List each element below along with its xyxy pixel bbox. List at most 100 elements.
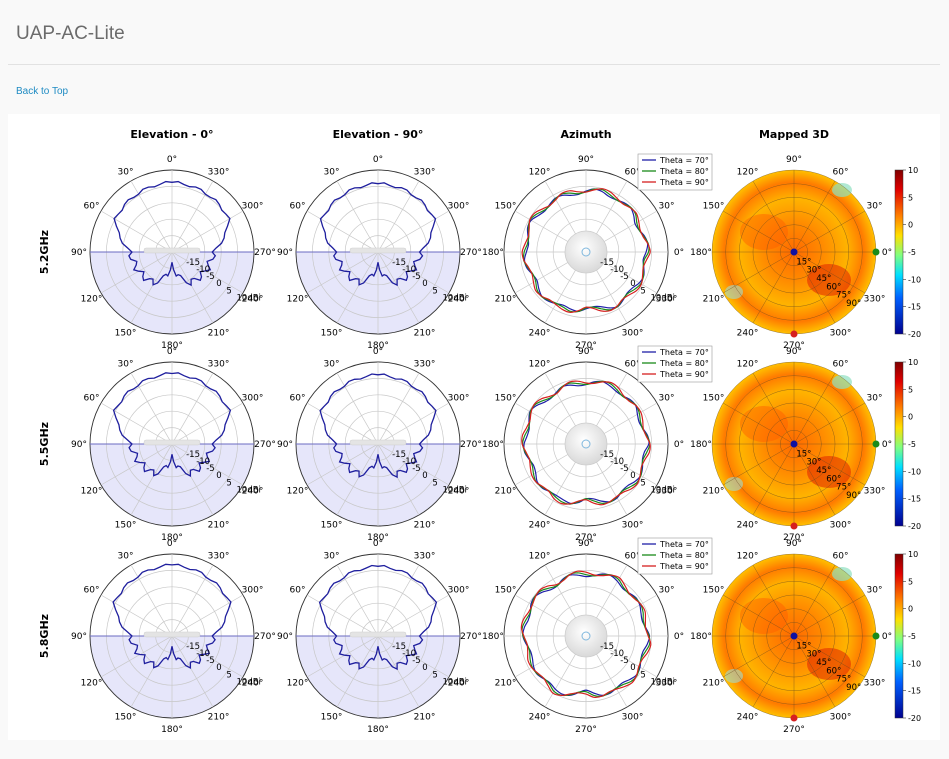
radial-tick-label: 0 [216, 663, 221, 673]
angle-tick-label: 60° [84, 586, 100, 596]
angle-tick-label: 240° [737, 713, 759, 723]
heatmap-coolspot [725, 285, 743, 299]
colorbar-tick-label: -15 [908, 687, 921, 696]
angle-tick-label: 0° [167, 155, 177, 165]
radial-tick-label: -5 [620, 656, 628, 666]
zero-degree-marker [872, 632, 880, 640]
angle-tick-label: 90° [277, 248, 293, 258]
back-to-top-link[interactable]: Back to Top [16, 86, 69, 97]
angle-tick-label: 240° [242, 679, 264, 689]
theta-tick-label: 75° [836, 675, 851, 685]
radial-tick-label: -5 [412, 464, 420, 474]
angle-tick-label: 210° [208, 329, 230, 339]
angle-tick-label: 270° [783, 725, 805, 735]
radial-tick-label: 10dBi [651, 485, 675, 495]
radial-tick-label: -5 [206, 272, 214, 282]
angle-tick-label: 180° [367, 341, 389, 351]
theta-tick-label: 15° [796, 641, 811, 651]
angle-tick-label: 0° [674, 632, 684, 642]
angle-tick-label: 270° [254, 440, 276, 450]
angle-tick-label: 0° [373, 155, 383, 165]
azimuth-pattern-line [521, 188, 651, 313]
angle-tick-label: 240° [529, 329, 551, 339]
angle-tick-label: 270° [575, 533, 597, 543]
angle-tick-label: 300° [622, 329, 644, 339]
colorbar-tick-label: -10 [908, 467, 921, 476]
angle-tick-label: 270° [575, 341, 597, 351]
angle-tick-label: 270° [460, 440, 482, 450]
elevation-pattern-line [319, 182, 437, 287]
angle-tick-label: 120° [529, 552, 551, 562]
device-silhouette [143, 631, 201, 638]
angle-tick-label: 30° [659, 394, 675, 404]
radial-tick-label: -10 [196, 649, 210, 659]
colorbar-tick-label: -10 [908, 275, 921, 284]
angle-tick-label: 90° [578, 155, 594, 165]
azimuth-pattern-line [521, 572, 651, 697]
radial-tick-label: 0 [422, 663, 427, 673]
angle-tick-label: 180° [690, 248, 712, 258]
angle-tick-label: 240° [529, 713, 551, 723]
angle-tick-label: 330° [414, 360, 436, 370]
azimuth-legend: Theta = 70° Theta = 80° Theta = 90° [637, 345, 713, 383]
angle-tick-label: 30° [118, 552, 134, 562]
angle-tick-label: 210° [414, 713, 436, 723]
zero-degree-marker [872, 248, 880, 256]
angle-tick-label: 180° [482, 632, 504, 642]
mapped-3d-plot: 90° 60° 30° 0° 330° 300° 270° 240° 210° 180° 150° 1… [690, 539, 921, 735]
legend-entry: Theta = 70° [659, 540, 709, 549]
angle-tick-label: 180° [367, 533, 389, 543]
elevation-pattern-line [319, 373, 437, 479]
colorbar: 10 5 0 -5 -10 -15 -20 [894, 358, 921, 531]
angle-tick-label: 180° [161, 533, 183, 543]
azimuth-pattern-line [523, 380, 650, 505]
radial-tick-label: 0 [630, 471, 635, 481]
angle-tick-label: 30° [867, 586, 883, 596]
theta-tick-label: 30° [806, 458, 821, 468]
center-marker [790, 440, 798, 448]
device-image [564, 614, 608, 658]
radial-tick-label: -10 [610, 265, 624, 275]
device-silhouette [143, 247, 201, 254]
angle-tick-label: 150° [703, 394, 725, 404]
colorbar-tick-label: 0 [908, 221, 913, 230]
colorbar-tick-label: -5 [908, 248, 916, 257]
colorbar-tick-label: -5 [908, 632, 916, 641]
angle-tick-label: 150° [115, 329, 137, 339]
angle-tick-label: 60° [833, 168, 849, 178]
legend-entry: Theta = 80° [659, 551, 709, 560]
antenna-pattern-chart: Elevation - 0° Elevation - 90° Azimuth Mapp… [38, 128, 921, 735]
angle-tick-label: 180° [482, 248, 504, 258]
angle-tick-label: 210° [703, 487, 725, 497]
azimuth-plot: 0° 30° 60° 90° 120° 150° 180° 210° 240° 270° 300° 3… [482, 537, 713, 735]
page-title: UAP-AC-Lite [16, 23, 125, 44]
angle-tick-label: 30° [867, 202, 883, 212]
angle-tick-label: 240° [448, 679, 470, 689]
row-label-group: 5.2GHz [38, 230, 51, 274]
legend-entry: Theta = 70° [659, 348, 709, 357]
elevation-pattern-line [113, 180, 231, 287]
angle-tick-label: 30° [118, 168, 134, 178]
radial-tick-label: -15 [186, 642, 200, 652]
radial-tick-label: -10 [610, 457, 624, 467]
device-silhouette [349, 631, 407, 638]
radial-tick-label: 10dBi [237, 677, 261, 687]
angle-tick-label: 300° [448, 202, 470, 212]
radial-tick-label: 5 [226, 286, 231, 296]
radial-tick-label: -5 [412, 272, 420, 282]
angle-tick-label: 210° [703, 295, 725, 305]
row-label: 5.8GHz [38, 614, 51, 658]
mapped-3d-plot: 90° 60° 30° 0° 330° 300° 270° 240° 210° 180° 150° 1… [690, 155, 921, 351]
angle-tick-label: 150° [703, 202, 725, 212]
angle-tick-label: 270° [575, 725, 597, 735]
angle-tick-label: 30° [118, 360, 134, 370]
radial-tick-label: 5 [432, 478, 437, 488]
angle-tick-label: 0° [373, 539, 383, 549]
angle-tick-label: 30° [659, 202, 675, 212]
angle-tick-label: 90° [578, 347, 594, 357]
legend-entry: Theta = 70° [659, 156, 709, 165]
angle-tick-label: 120° [81, 295, 103, 305]
angle-tick-label: 0° [373, 347, 383, 357]
row-label: 5.5GHz [38, 422, 51, 466]
azimuth-plot: 0° 30° 60° 90° 120° 150° 180° 210° 240° 270° 300° 3… [482, 345, 713, 543]
